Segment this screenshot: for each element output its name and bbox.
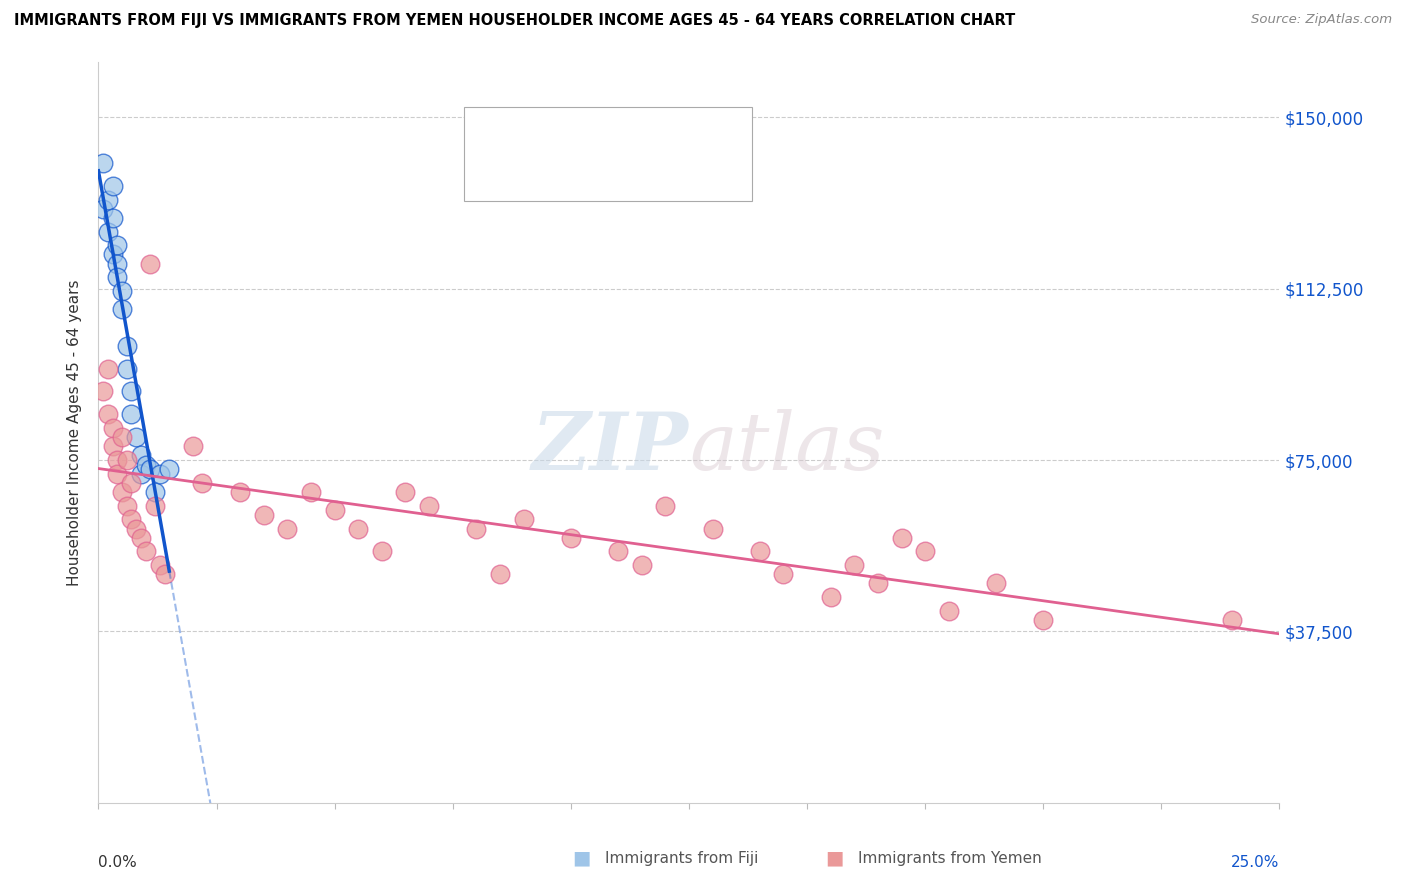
Point (191, 475, 214, 490)
Text: R =: R = (522, 164, 554, 178)
Text: 25.0%: 25.0% (1232, 855, 1279, 870)
Y-axis label: Householder Income Ages 45 - 64 years: Householder Income Ages 45 - 64 years (67, 279, 83, 586)
Text: Source: ZipAtlas.com: Source: ZipAtlas.com (1251, 13, 1392, 27)
Point (418, 499, 440, 513)
Point (105, 453, 128, 467)
Text: Immigrants from Yemen: Immigrants from Yemen (858, 851, 1042, 865)
Point (512, 512, 534, 526)
Point (97, 193, 120, 207)
Text: R =: R = (522, 128, 554, 144)
Point (91, 156, 114, 170)
Point (299, 485, 322, 500)
Point (139, 462, 162, 476)
Text: -0.189: -0.189 (557, 164, 609, 178)
Point (105, 238, 128, 252)
Point (938, 604, 960, 618)
Point (844, 558, 866, 573)
Point (101, 211, 124, 225)
Point (229, 485, 252, 500)
Point (101, 421, 124, 435)
Point (111, 430, 134, 444)
Point (866, 576, 889, 591)
Point (630, 558, 652, 573)
Point (607, 544, 630, 558)
Point (654, 499, 676, 513)
Text: N =: N = (626, 128, 658, 144)
Point (121, 475, 143, 490)
Text: N =: N = (626, 164, 658, 178)
Text: -0.492: -0.492 (557, 128, 609, 144)
Point (820, 590, 842, 604)
Point (105, 256, 128, 270)
Point (129, 531, 152, 545)
Point (1220, 613, 1243, 627)
Point (125, 522, 148, 536)
Text: ZIP: ZIP (531, 409, 689, 486)
Text: atlas: atlas (689, 409, 884, 486)
Point (276, 522, 298, 536)
Text: IMMIGRANTS FROM FIJI VS IMMIGRANTS FROM YEMEN HOUSEHOLDER INCOME AGES 45 - 64 YE: IMMIGRANTS FROM FIJI VS IMMIGRANTS FROM … (14, 13, 1015, 29)
Point (121, 512, 143, 526)
Text: ■: ■ (825, 848, 844, 868)
Point (97, 408, 120, 422)
Point (135, 458, 157, 472)
Point (101, 178, 124, 193)
Point (347, 522, 370, 536)
Point (115, 339, 138, 353)
Point (121, 384, 143, 399)
Point (702, 522, 724, 536)
Point (111, 485, 134, 500)
Point (125, 430, 148, 444)
Point (139, 256, 162, 270)
Point (129, 467, 152, 481)
Point (560, 531, 582, 545)
Point (371, 544, 394, 558)
Text: ■: ■ (572, 848, 591, 868)
Point (143, 485, 166, 500)
Bar (481, 121, 515, 150)
Text: 24: 24 (661, 128, 681, 144)
Point (890, 531, 912, 545)
Point (153, 567, 176, 582)
Bar (481, 157, 515, 186)
Point (111, 284, 134, 298)
Point (149, 467, 172, 481)
Point (181, 439, 204, 453)
Point (323, 503, 346, 517)
Text: Immigrants from Fiji: Immigrants from Fiji (605, 851, 758, 865)
Point (489, 567, 512, 582)
Point (1032, 613, 1054, 627)
Point (135, 544, 157, 558)
Point (157, 462, 180, 476)
Point (91, 384, 114, 399)
Point (149, 558, 172, 573)
Point (394, 485, 416, 500)
Point (253, 508, 276, 522)
Point (465, 522, 488, 536)
Point (748, 544, 770, 558)
Point (101, 439, 124, 453)
Point (97, 361, 120, 376)
Point (97, 225, 120, 239)
Point (115, 453, 138, 467)
Point (914, 544, 936, 558)
Point (121, 408, 143, 422)
Point (772, 567, 794, 582)
Point (91, 202, 114, 216)
Point (984, 576, 1007, 591)
Point (105, 467, 128, 481)
Point (105, 270, 128, 285)
Text: 50: 50 (661, 164, 681, 178)
Point (115, 499, 138, 513)
Point (143, 499, 166, 513)
Point (101, 247, 124, 261)
Text: 0.0%: 0.0% (98, 855, 138, 870)
Point (129, 449, 152, 463)
Point (111, 302, 134, 317)
Point (115, 361, 138, 376)
